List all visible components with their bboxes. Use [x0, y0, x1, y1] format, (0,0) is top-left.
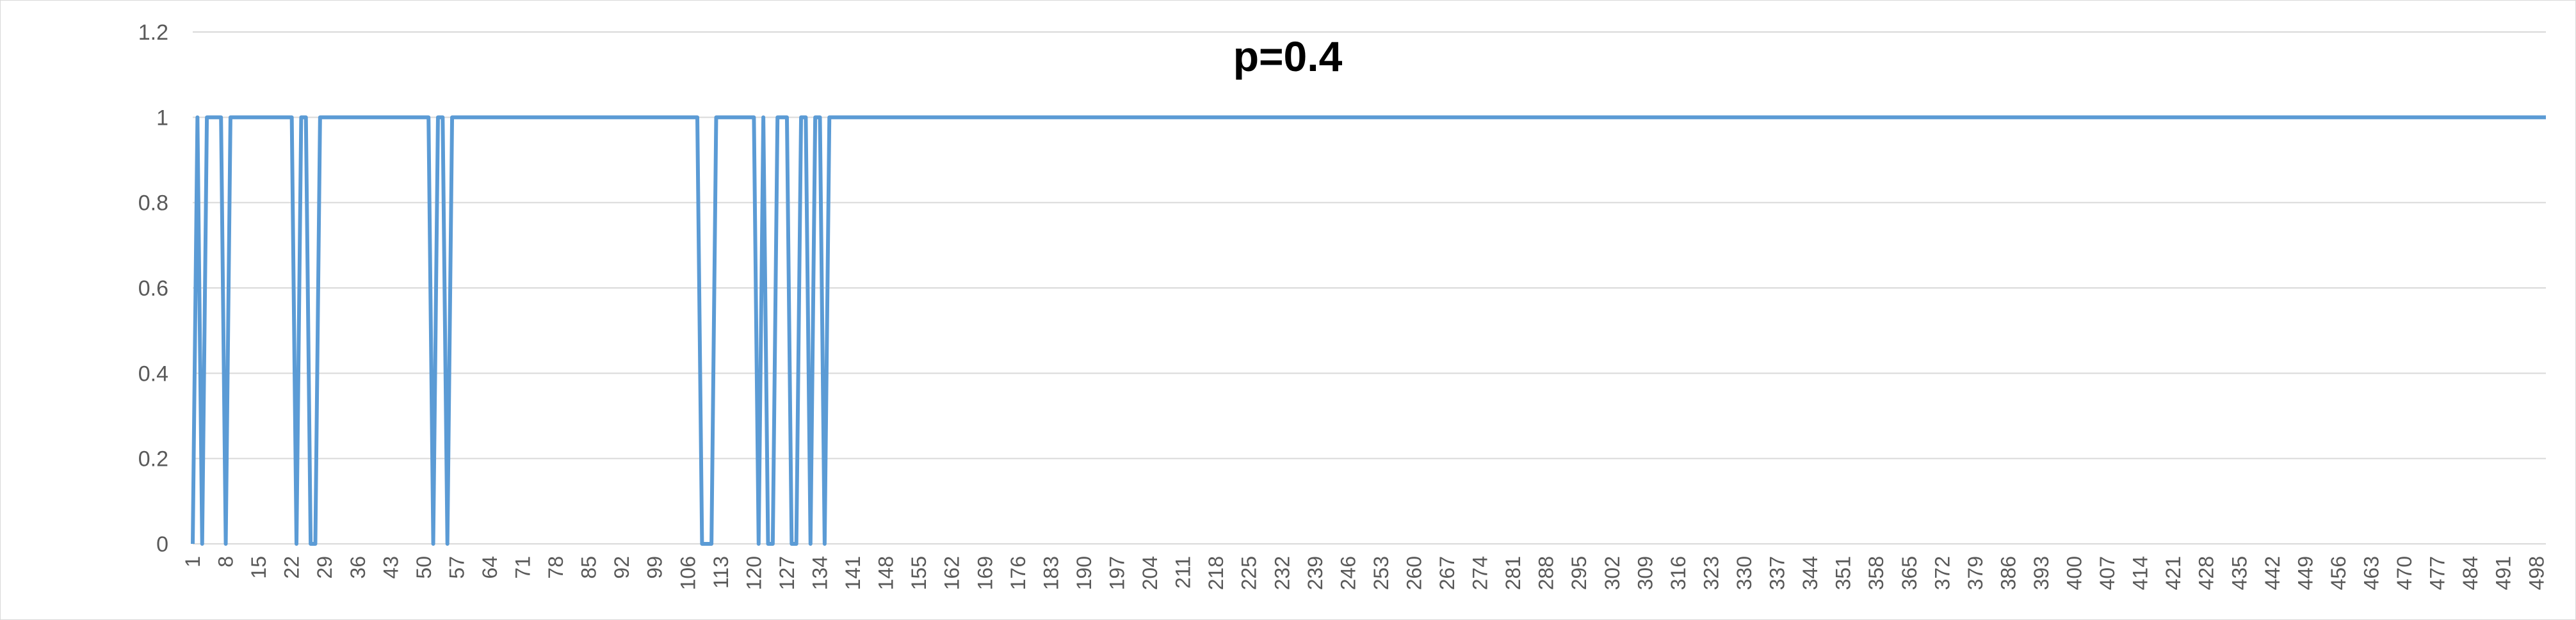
x-tick-label: 470	[2393, 556, 2416, 590]
x-tick-label: 8	[215, 556, 238, 568]
x-tick-label: 169	[973, 556, 996, 590]
y-tick-label: 1.2	[138, 20, 168, 45]
x-tick-label: 477	[2426, 556, 2449, 590]
x-tick-label: 302	[1601, 556, 1624, 590]
x-tick-label: 309	[1633, 556, 1657, 590]
x-tick-label: 491	[2492, 556, 2515, 590]
x-tick-label: 442	[2261, 556, 2284, 590]
y-tick-label: 0.8	[138, 191, 168, 216]
x-tick-label: 15	[247, 556, 270, 579]
x-tick-label: 29	[313, 556, 336, 579]
x-tick-label: 281	[1502, 556, 1525, 590]
x-tick-label: 330	[1733, 556, 1756, 590]
x-tick-label: 316	[1667, 556, 1690, 590]
x-tick-label: 162	[941, 556, 964, 590]
x-tick-label: 99	[644, 556, 667, 579]
x-tick-label: 197	[1105, 556, 1128, 590]
y-tick-label: 0.4	[138, 362, 168, 386]
x-tick-label: 134	[809, 556, 832, 590]
series-line	[191, 115, 2546, 546]
y-tick-label: 0.2	[138, 447, 168, 472]
x-tick-label: 274	[1469, 556, 1492, 590]
x-tick-label: 379	[1964, 556, 1987, 590]
x-tick-label: 267	[1436, 556, 1459, 590]
x-tick-label: 176	[1007, 556, 1030, 590]
x-tick-label: 22	[280, 556, 304, 579]
x-tick-label: 155	[907, 556, 930, 590]
x-tick-label: 498	[2525, 556, 2548, 590]
x-tick-label: 295	[1567, 556, 1591, 590]
x-tick-label: 372	[1931, 556, 1954, 590]
x-tick-label: 246	[1336, 556, 1359, 590]
x-tick-label: 127	[775, 556, 798, 590]
x-tick-label: 141	[841, 556, 864, 590]
x-tick-label: 71	[512, 556, 535, 579]
x-tick-label: 183	[1039, 556, 1062, 590]
x-tick-label: 239	[1304, 556, 1327, 590]
series-group	[191, 115, 2546, 546]
x-tick-label: 351	[1832, 556, 1855, 590]
x-tick-label: 337	[1766, 556, 1789, 590]
x-tick-label: 120	[742, 556, 765, 590]
x-tick-label: 407	[2096, 556, 2119, 590]
x-tick-label: 323	[1699, 556, 1722, 590]
x-tick-label: 414	[2129, 556, 2152, 590]
x-tick-label: 435	[2228, 556, 2251, 590]
x-tick-label: 113	[709, 556, 733, 589]
x-tick-label: 85	[578, 556, 601, 579]
x-tick-label: 428	[2195, 556, 2218, 590]
x-tick-label: 456	[2327, 556, 2350, 590]
y-axis-tick-labels: 0 0.2 0.4 0.6 0.8 1 1.2	[138, 20, 168, 557]
x-tick-label: 449	[2294, 556, 2317, 590]
x-tick-label: 358	[1865, 556, 1888, 590]
x-tick-label: 253	[1370, 556, 1393, 590]
x-axis-tick-labels: 1 8 15 22 29 36 43 50 57 64 71 78 85 92 99 106 113 120 127…	[181, 556, 2548, 590]
x-tick-label: 50	[412, 556, 435, 579]
x-tick-label: 225	[1238, 556, 1261, 590]
x-tick-label: 148	[875, 556, 898, 590]
x-tick-label: 43	[379, 556, 402, 579]
x-tick-label: 463	[2360, 556, 2383, 590]
x-tick-label: 421	[2162, 556, 2185, 590]
x-tick-label: 211	[1172, 556, 1195, 589]
x-tick-label: 386	[1997, 556, 2020, 590]
x-tick-label: 190	[1073, 556, 1096, 590]
chart-title: p=0.4	[1233, 33, 1343, 80]
x-tick-label: 393	[2030, 556, 2053, 590]
x-tick-label: 365	[1898, 556, 1921, 590]
x-tick-label: 92	[610, 556, 633, 579]
x-tick-label: 36	[346, 556, 369, 579]
x-tick-label: 204	[1138, 556, 1162, 590]
x-tick-label: 400	[2063, 556, 2086, 590]
x-tick-label: 218	[1204, 556, 1227, 590]
x-tick-label: 232	[1270, 556, 1293, 590]
x-tick-label: 260	[1402, 556, 1425, 590]
x-tick-label: 288	[1535, 556, 1558, 590]
y-tick-label: 0	[156, 532, 168, 557]
x-tick-label: 484	[2459, 556, 2482, 590]
x-tick-label: 344	[1799, 556, 1822, 590]
x-tick-label: 57	[445, 556, 468, 579]
gridlines	[193, 31, 2546, 544]
x-tick-label: 64	[478, 556, 501, 579]
y-tick-label: 1	[156, 106, 168, 130]
y-tick-label: 0.6	[138, 276, 168, 301]
x-tick-label: 106	[676, 556, 699, 590]
x-tick-label: 1	[181, 556, 204, 568]
x-tick-label: 78	[544, 556, 567, 579]
